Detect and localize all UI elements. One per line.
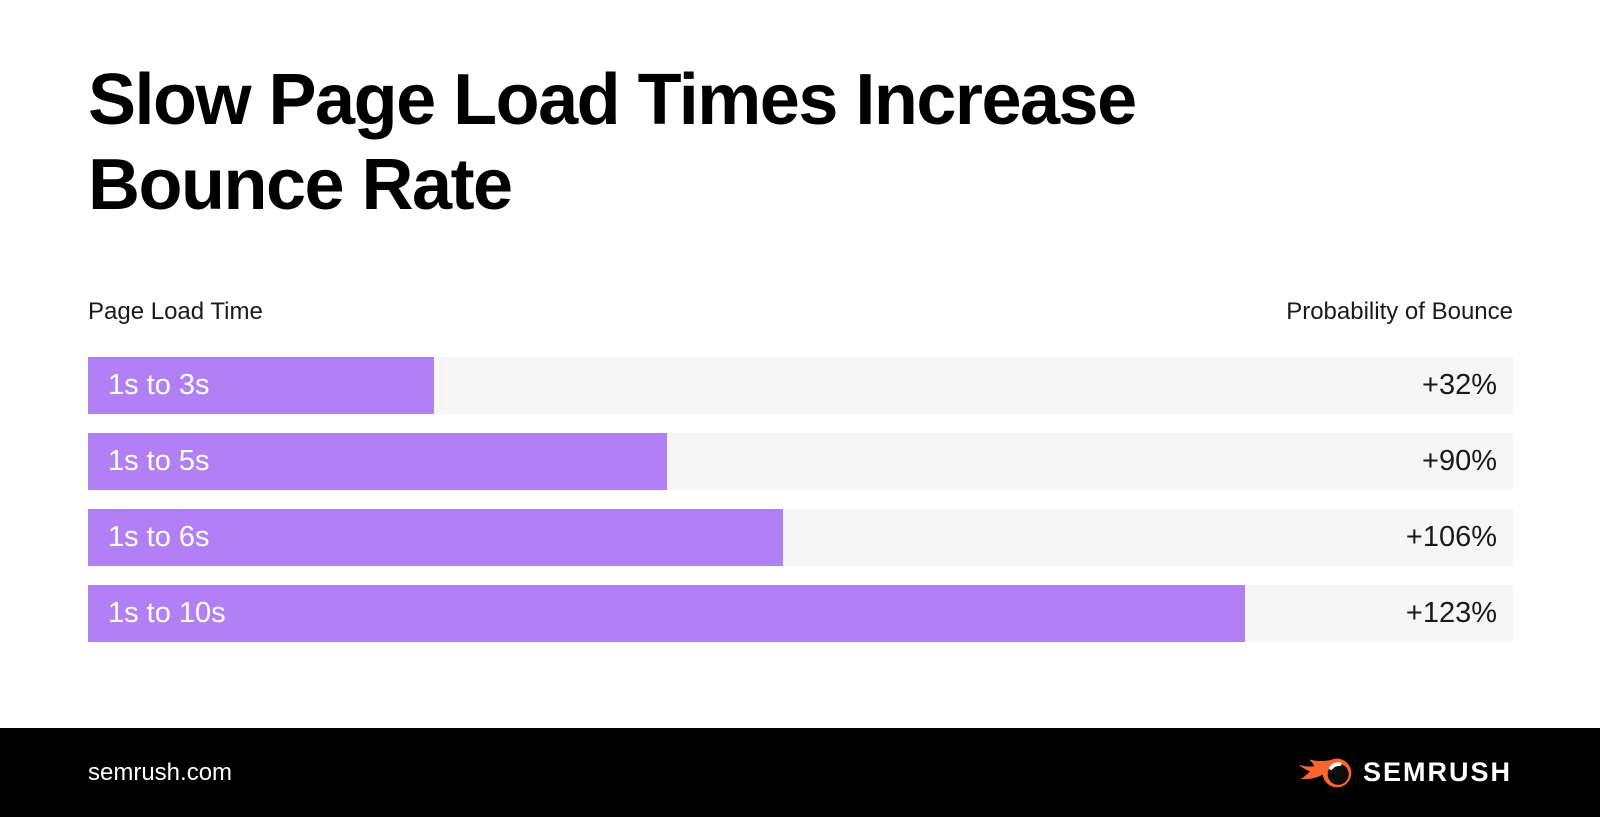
bar-value-label: +90% [1422,445,1497,477]
bar-category-label: 1s to 10s [108,597,226,629]
semrush-logo: SEMRUSH [1298,756,1512,790]
bar-category-label: 1s to 3s [108,369,210,401]
bar-fill: 1s to 6s [88,509,784,566]
website-link[interactable]: semrush.com [88,758,233,786]
chart-header: Page Load Time Probability of Bounce [88,296,1513,328]
axis-label-probability-of-bounce: Probability of Bounce [1286,298,1513,325]
bar-row-1s-to-6s: 1s to 6s +106% [88,509,1513,566]
bar-category-label: 1s to 5s [108,445,210,477]
page-title-line-1: Slow Page Load Times Increase [88,60,1137,140]
bar-row-1s-to-10s: 1s to 10s +123% [88,585,1513,642]
bar-value-label: +32% [1422,369,1497,401]
axis-label-page-load-time: Page Load Time [88,298,263,325]
bar-chart: 1s to 3s +32% 1s to 5s +90% 1s to 6s +10… [88,357,1513,642]
page-title-line-2: Bounce Rate [88,145,513,225]
footer-bar: semrush.com SEMRUSH [0,728,1600,817]
bar-fill: 1s to 3s [88,357,435,414]
semrush-wordmark: SEMRUSH [1362,757,1512,787]
bar-value-label: +106% [1405,521,1497,553]
bar-row-1s-to-5s: 1s to 5s +90% [88,433,1513,490]
bar-row-1s-to-3s: 1s to 3s +32% [88,357,1513,414]
bar-fill: 1s to 5s [88,433,667,490]
bar-category-label: 1s to 6s [108,521,210,553]
bar-value-label: +123% [1405,597,1497,629]
semrush-flame-icon [1298,756,1353,790]
bar-fill: 1s to 10s [88,585,1246,642]
page-title: Slow Page Load Times Increase Bounce Rat… [88,58,1137,228]
